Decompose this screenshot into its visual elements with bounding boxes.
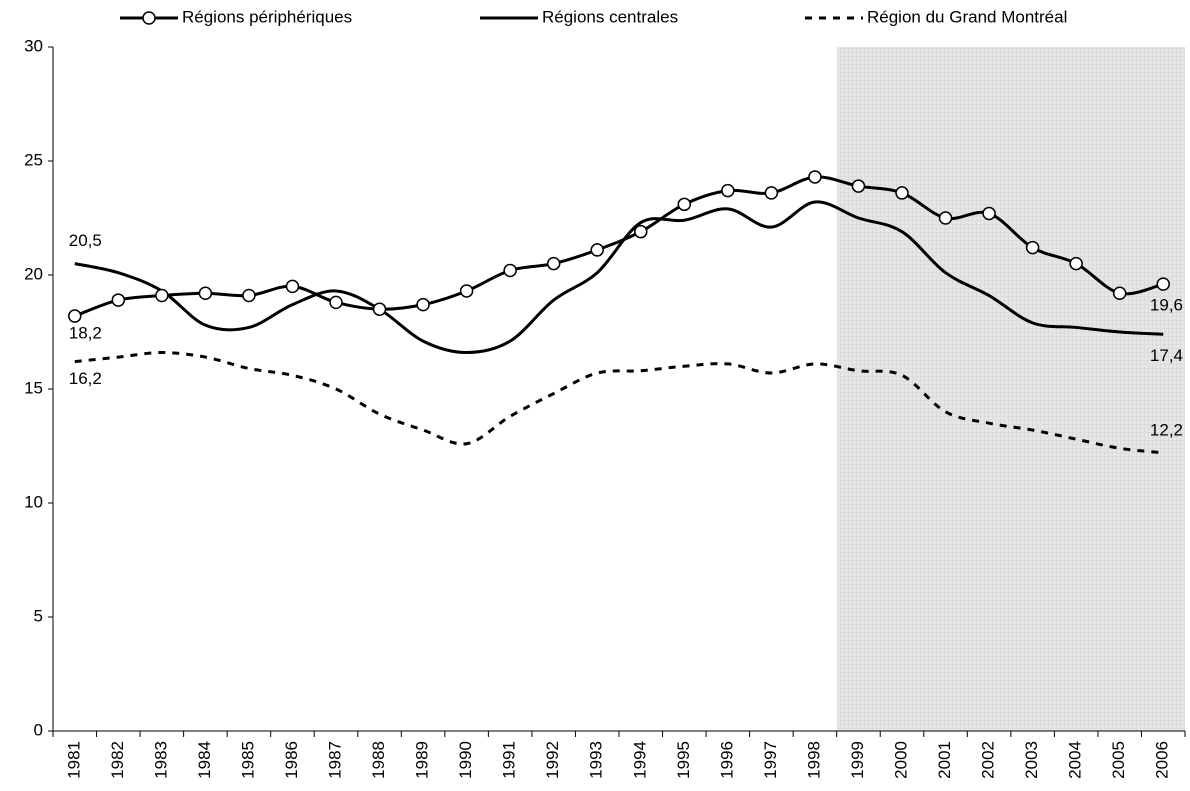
marker xyxy=(329,295,343,310)
x-tick-label: 1989 xyxy=(413,741,432,779)
x-tick-label: 1993 xyxy=(587,741,606,779)
marker xyxy=(155,288,169,303)
marker xyxy=(459,284,474,298)
x-tick-label: 1984 xyxy=(195,741,214,779)
x-tick-label: 1981 xyxy=(64,741,83,779)
series-line xyxy=(74,200,1164,355)
marker xyxy=(808,170,822,184)
marker xyxy=(938,211,953,225)
x-tick-label: 2000 xyxy=(891,741,910,779)
value-label: 20,5 xyxy=(69,231,102,250)
value-label: 16,2 xyxy=(69,369,102,388)
marker xyxy=(546,256,561,271)
y-tick-label: 5 xyxy=(34,606,43,625)
x-tick-label: 1996 xyxy=(717,741,736,779)
x-tick-label: 1988 xyxy=(369,741,388,779)
marker xyxy=(111,293,126,307)
x-tick-label: 1995 xyxy=(674,741,693,779)
marker xyxy=(895,186,909,200)
marker xyxy=(982,206,996,221)
marker xyxy=(503,263,517,278)
x-tick-label: 1999 xyxy=(848,741,867,779)
x-tick-label: 1991 xyxy=(500,741,519,779)
y-tick-label: 15 xyxy=(24,378,43,397)
x-tick-label: 1994 xyxy=(630,741,649,779)
x-tick-label: 1983 xyxy=(151,741,170,779)
y-tick-label: 10 xyxy=(24,492,43,511)
x-tick-label: 1998 xyxy=(804,741,823,779)
x-tick-label: 2005 xyxy=(1109,741,1128,779)
x-tick-label: 1992 xyxy=(543,741,562,779)
marker xyxy=(677,197,692,212)
series-line xyxy=(74,351,1164,455)
x-tick-label: 1990 xyxy=(456,741,475,779)
highlight-band xyxy=(836,47,1185,731)
x-tick-label: 2001 xyxy=(935,741,954,779)
marker xyxy=(590,243,604,257)
marker xyxy=(1156,277,1170,291)
y-tick-label: 30 xyxy=(24,36,43,55)
marker xyxy=(634,224,648,239)
marker xyxy=(372,302,387,316)
marker xyxy=(68,309,82,323)
y-tick-label: 0 xyxy=(34,720,43,739)
x-tick-label: 1985 xyxy=(238,741,257,779)
marker xyxy=(1069,256,1083,271)
marker xyxy=(1112,286,1127,300)
value-label: 12,2 xyxy=(1150,420,1183,439)
x-tick-label: 2004 xyxy=(1066,741,1085,779)
marker xyxy=(851,179,866,193)
value-label: 18,2 xyxy=(69,324,102,343)
marker xyxy=(764,186,779,200)
marker xyxy=(721,183,735,198)
marker xyxy=(285,279,300,294)
x-tick-label: 2006 xyxy=(1153,741,1172,779)
x-tick-label: 2003 xyxy=(1022,741,1041,779)
y-tick-label: 20 xyxy=(24,264,43,283)
legend-label: Régions centrales xyxy=(542,7,678,26)
x-tick-label: 1982 xyxy=(108,741,127,779)
marker xyxy=(416,297,430,312)
marker xyxy=(242,288,256,303)
marker xyxy=(1025,240,1040,255)
x-tick-label: 1997 xyxy=(761,741,780,779)
marker xyxy=(198,286,213,300)
x-tick-label: 1986 xyxy=(282,741,301,779)
y-tick-label: 25 xyxy=(24,150,43,169)
value-label: 17,4 xyxy=(1150,346,1183,365)
x-tick-label: 1987 xyxy=(325,741,344,779)
legend-label: Région du Grand Montréal xyxy=(867,7,1067,26)
value-label: 19,6 xyxy=(1150,296,1183,315)
x-tick-label: 2002 xyxy=(979,741,998,779)
legend-marker xyxy=(142,11,156,25)
legend-label: Régions périphériques xyxy=(182,7,352,26)
